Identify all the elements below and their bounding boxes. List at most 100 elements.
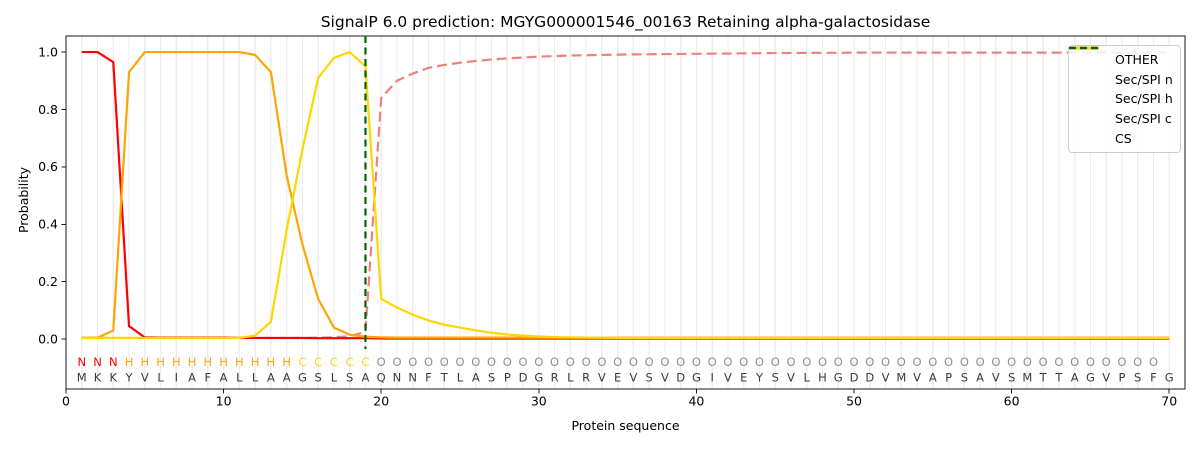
residue-letter: K	[94, 371, 102, 385]
legend-item-sec-spi-c: Sec/SPI c	[1069, 46, 1173, 127]
legend-label: CS	[1115, 130, 1132, 146]
region-letter: O	[1086, 355, 1095, 369]
legend-line-sample-other	[1069, 46, 1106, 62]
x-tick-label: 70	[1161, 394, 1177, 409]
region-letter: O	[408, 355, 417, 369]
legend-item-other: OTHER	[1069, 46, 1173, 67]
region-letter: O	[534, 355, 543, 369]
region-letter: H	[282, 355, 291, 369]
residue-letter: N	[393, 371, 402, 385]
region-letter: O	[519, 355, 528, 369]
x-tick-label: 50	[846, 394, 862, 409]
region-letter: O	[440, 355, 449, 369]
region-letter: H	[251, 355, 260, 369]
legend-label: Sec/SPI n	[1115, 71, 1173, 87]
region-letter: O	[692, 355, 701, 369]
region-letter: C	[330, 355, 338, 369]
residue-letter: A	[362, 371, 370, 385]
residue-letter: H	[818, 371, 827, 385]
region-letter: O	[582, 355, 591, 369]
residue-letter: A	[472, 371, 480, 385]
region-letter: O	[597, 355, 606, 369]
x-tick-label: 0	[62, 394, 70, 409]
residue-letter: V	[992, 371, 1000, 385]
region-letter: O	[771, 355, 780, 369]
residue-letter: F	[205, 371, 212, 385]
legend-item-sec-spi-h: Sec/SPI h	[1069, 46, 1173, 106]
residue-letter: P	[504, 371, 511, 385]
residue-letter: L	[567, 371, 574, 385]
residue-letter: F	[1150, 371, 1157, 385]
region-letter: O	[660, 355, 669, 369]
residue-letter: G	[1165, 371, 1174, 385]
region-letter: O	[849, 355, 858, 369]
residue-letter: G	[1086, 371, 1095, 385]
legend: OTHER Sec/SPI n Sec/SPI h Sec/SPI c CS	[1068, 45, 1181, 153]
residue-letter: N	[408, 371, 417, 385]
residue-letter: Y	[755, 371, 764, 385]
region-letter: O	[1070, 355, 1079, 369]
region-letter: O	[960, 355, 969, 369]
residue-letter: V	[882, 371, 890, 385]
chart-title: SignalP 6.0 prediction: MGYG000001546_00…	[320, 13, 931, 31]
region-letter: H	[188, 355, 197, 369]
region-letter: O	[424, 355, 433, 369]
residue-letter: A	[1071, 371, 1079, 385]
residue-letter: V	[787, 371, 795, 385]
residue-letter: A	[267, 371, 275, 385]
residue-letter: M	[77, 371, 87, 385]
residue-letter: D	[850, 371, 859, 385]
region-letter: O	[1149, 355, 1158, 369]
region-letter: O	[1023, 355, 1032, 369]
legend-item-sec-spi-n: Sec/SPI n	[1069, 46, 1173, 87]
residue-letter: R	[582, 371, 590, 385]
curve-sec-spi-h	[81, 50, 1170, 339]
region-letter: O	[1133, 355, 1142, 369]
residue-letter: S	[961, 371, 968, 385]
residue-letter: S	[1008, 371, 1015, 385]
region-letter: O	[613, 355, 622, 369]
region-letter: O	[755, 355, 764, 369]
residue-letter: M	[1022, 371, 1032, 385]
region-letter: O	[834, 355, 843, 369]
residue-letter: Y	[125, 371, 134, 385]
residue-letter: P	[945, 371, 952, 385]
curve-other	[81, 51, 1170, 340]
residue-letter: D	[519, 371, 528, 385]
region-letter: O	[645, 355, 654, 369]
legend-label: Sec/SPI c	[1115, 111, 1172, 127]
curve-sec-spi-n	[81, 50, 1170, 340]
legend-line-sample-sec-spi-h	[1069, 46, 1106, 101]
residue-letter: S	[346, 371, 353, 385]
residue-letter: S	[645, 371, 652, 385]
y-tick-label: 0.4	[38, 217, 58, 232]
region-letter: O	[818, 355, 827, 369]
residue-letter: E	[740, 371, 747, 385]
residue-letter: L	[157, 371, 164, 385]
x-tick-label: 20	[373, 394, 389, 409]
y-tick-label: 1.0	[38, 44, 58, 59]
residue-letter: G	[692, 371, 701, 385]
residue-letter: L	[236, 371, 243, 385]
region-letter: O	[487, 355, 496, 369]
residue-letter: V	[629, 371, 637, 385]
region-letter: O	[913, 355, 922, 369]
y-axis-label: Probability	[16, 166, 31, 234]
residue-letter: R	[551, 371, 559, 385]
x-tick-label: 30	[531, 394, 547, 409]
y-tick-label: 0.6	[38, 159, 58, 174]
residue-letter: L	[457, 371, 464, 385]
region-letter: C	[361, 355, 369, 369]
residue-letter: T	[1054, 371, 1063, 385]
legend-item-cs: CS	[1069, 46, 1173, 146]
region-letter: C	[346, 355, 354, 369]
region-letter: O	[629, 355, 638, 369]
region-letter: O	[550, 355, 559, 369]
residue-letter: F	[425, 371, 432, 385]
residue-letter: D	[676, 371, 685, 385]
residue-letter: G	[834, 371, 843, 385]
region-letter: O	[503, 355, 512, 369]
residue-letter: P	[1118, 371, 1125, 385]
plot-border	[65, 35, 1186, 390]
